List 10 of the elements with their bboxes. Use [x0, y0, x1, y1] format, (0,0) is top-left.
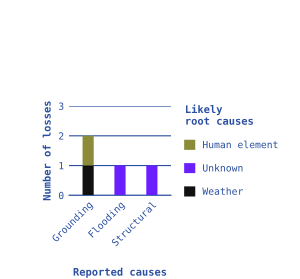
y-tick-label: 0: [58, 192, 64, 200]
y-axis-title: Number of losses: [42, 101, 51, 200]
legend-label: Human element: [203, 140, 278, 148]
x-axis-title: Reported causes: [74, 268, 166, 278]
legend-label: Weather: [202, 187, 243, 195]
y-tick-label: 2: [59, 132, 64, 140]
legend-label: Unknown: [203, 164, 242, 172]
y-tick-label: 3: [58, 102, 64, 110]
legend-title: Likely root causes: [186, 104, 253, 125]
y-tick-label: 1: [59, 162, 64, 170]
